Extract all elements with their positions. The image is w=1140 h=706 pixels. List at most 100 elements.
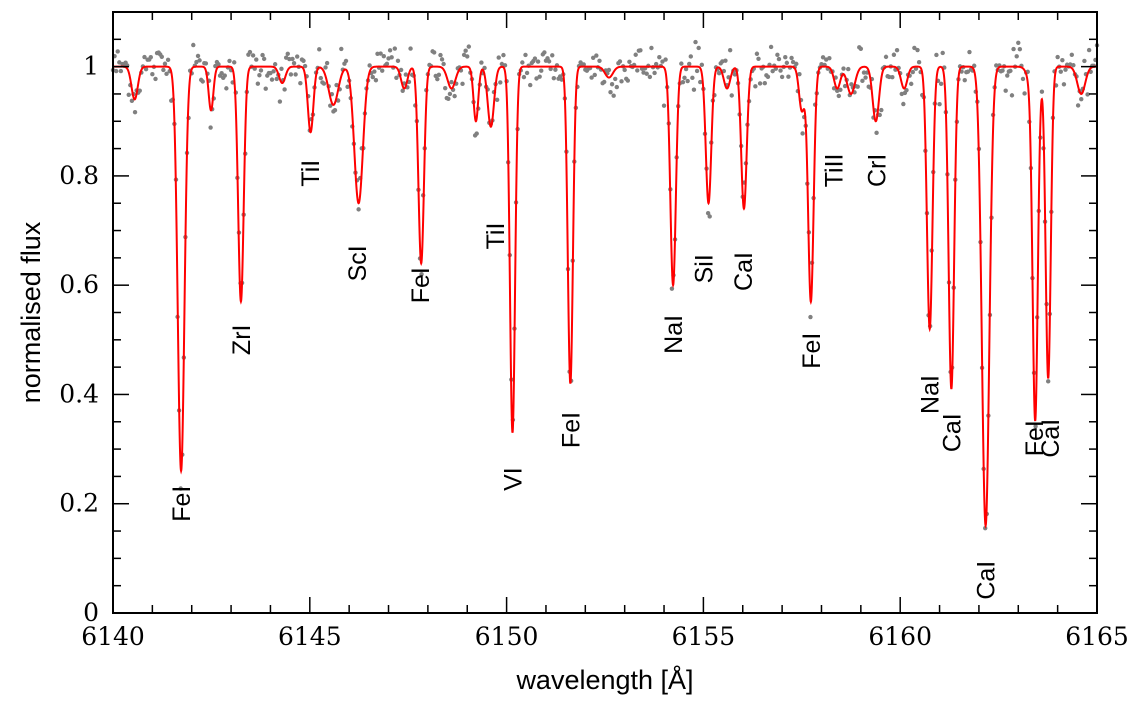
- observed-point: [224, 86, 229, 91]
- observed-point: [589, 75, 594, 80]
- observed-point: [479, 60, 484, 65]
- observed-point: [1033, 424, 1038, 429]
- observed-point: [669, 286, 675, 291]
- observed-point: [685, 78, 690, 84]
- observed-point: [137, 88, 142, 93]
- observed-point: [436, 72, 442, 78]
- observed-point: [389, 55, 394, 60]
- observed-point: [836, 93, 841, 99]
- observed-point: [660, 59, 665, 64]
- observed-point: [592, 72, 597, 78]
- observed-point: [1082, 58, 1087, 64]
- observed-point: [690, 75, 695, 81]
- line-label: CaI: [1037, 419, 1065, 458]
- observed-point: [553, 67, 558, 72]
- observed-point: [474, 131, 479, 136]
- line-label: ZrI: [228, 325, 256, 356]
- observed-point: [143, 66, 149, 72]
- observed-point: [463, 48, 468, 53]
- observed-point: [345, 84, 350, 90]
- observed-point: [649, 45, 654, 51]
- observed-point: [282, 87, 287, 92]
- observed-point: [528, 82, 533, 88]
- observed-point: [370, 74, 375, 80]
- observed-point: [860, 78, 865, 84]
- observed-point: [625, 78, 631, 83]
- observed-point: [694, 68, 700, 74]
- observed-point: [449, 79, 454, 85]
- observed-point: [373, 78, 379, 83]
- observed-point: [113, 68, 119, 74]
- observed-point: [435, 76, 440, 82]
- observed-point: [783, 55, 788, 60]
- observed-point: [765, 74, 771, 80]
- y-tick-label: 0.8: [59, 161, 99, 190]
- observed-point: [1020, 76, 1026, 82]
- observed-point: [524, 70, 530, 76]
- observed-point: [439, 57, 445, 62]
- observed-point: [162, 61, 168, 66]
- observed-point: [877, 112, 882, 118]
- observed-point: [227, 58, 232, 64]
- observed-point: [142, 54, 147, 60]
- observed-point: [602, 79, 607, 85]
- observed-point: [1061, 82, 1067, 87]
- observed-point: [301, 58, 306, 63]
- observed-point: [165, 57, 171, 63]
- observed-point: [441, 61, 446, 67]
- observed-point: [1003, 88, 1008, 93]
- observed-point: [539, 68, 544, 73]
- observed-point: [633, 52, 638, 57]
- observed-point: [132, 109, 138, 115]
- observed-point: [775, 52, 780, 58]
- observed-point: [937, 101, 942, 107]
- observed-point: [537, 74, 542, 79]
- observed-point: [687, 61, 692, 67]
- y-tick-label: 0: [83, 598, 99, 627]
- line-label: TiII: [820, 154, 848, 188]
- observed-point: [691, 87, 697, 92]
- observed-point: [285, 51, 290, 56]
- observed-point: [705, 210, 711, 216]
- observed-point: [716, 71, 722, 76]
- observed-point: [272, 62, 278, 67]
- observed-point: [372, 69, 377, 74]
- observed-point: [387, 48, 393, 53]
- observed-point: [546, 59, 552, 64]
- observed-point: [909, 81, 914, 87]
- line-label: ScI: [344, 245, 372, 281]
- observed-point: [216, 62, 221, 67]
- line-label: NaI: [917, 375, 945, 414]
- observed-point: [776, 56, 782, 62]
- observed-point: [178, 486, 183, 491]
- observed-point: [520, 60, 525, 65]
- observed-point: [384, 61, 390, 67]
- observed-point: [846, 66, 851, 72]
- observed-point: [1017, 46, 1023, 52]
- observed-point: [378, 51, 383, 56]
- observed-point: [827, 55, 832, 61]
- observed-point: [727, 47, 733, 53]
- observed-point: [381, 54, 386, 59]
- line-label: CrI: [864, 154, 892, 187]
- observed-point: [129, 98, 135, 104]
- observed-point: [779, 74, 785, 80]
- observed-point: [446, 96, 451, 102]
- x-tick-label: 6150: [475, 622, 539, 651]
- observed-point: [770, 68, 775, 74]
- observed-point: [535, 59, 541, 64]
- observed-point: [635, 68, 640, 73]
- observed-point: [891, 52, 897, 57]
- observed-point: [653, 61, 659, 67]
- observed-points-layer: [110, 39, 1100, 531]
- observed-point: [164, 71, 169, 77]
- observed-point: [452, 93, 457, 99]
- line-label: FeI: [407, 267, 435, 303]
- line-label: VI: [500, 467, 528, 491]
- observed-point: [232, 60, 237, 65]
- observed-point: [611, 93, 616, 98]
- observed-point: [594, 53, 599, 58]
- line-label: TiI: [482, 223, 510, 250]
